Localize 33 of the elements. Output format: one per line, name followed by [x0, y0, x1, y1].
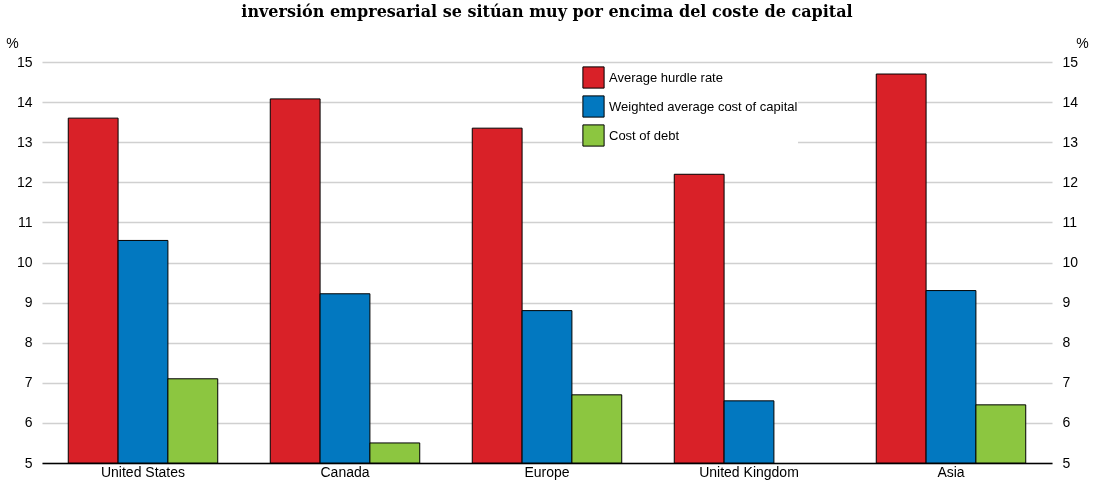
y-axis-title: % [6, 34, 19, 51]
x-tick-label: Canada [320, 463, 370, 480]
y-tick-label: 10 [16, 254, 33, 270]
y2-tick-label: 8 [1062, 334, 1071, 351]
x-tick-label: Asia [937, 463, 965, 480]
x-tick-label: Europe [524, 463, 570, 480]
legend-label: Weighted average cost of capital [609, 98, 798, 114]
y-tick-label: 14 [16, 93, 33, 110]
y2-tick-label: 5 [1062, 454, 1071, 471]
y2-tick-label: 11 [1062, 213, 1078, 230]
x-tick-label: United Kingdom [699, 463, 799, 480]
y-tick-label: 6 [24, 414, 33, 431]
y2-tick-label: 9 [1062, 294, 1071, 311]
y-tick-label: 7 [24, 374, 33, 391]
y2-tick-label: 6 [1062, 414, 1071, 431]
y-tick-label: 12 [16, 173, 33, 190]
y2-tick-label: 10 [1062, 254, 1079, 270]
y-tick-label: 13 [16, 133, 33, 150]
y2-tick-label: 13 [1062, 133, 1079, 150]
x-tick-label: United States [100, 463, 186, 480]
legend-label: Average hurdle rate [609, 69, 723, 85]
y-tick-label: 8 [24, 334, 33, 351]
y2-tick-label: 15 [1062, 53, 1079, 70]
chart-title: inversión empresarial se sitúan muy por encima del coste de capital [241, 2, 853, 21]
y-tick-label: 5 [24, 454, 33, 471]
y-tick-label: 9 [24, 294, 33, 311]
y2-tick-label: 14 [1062, 93, 1079, 110]
legend-label: Cost of debt [609, 127, 680, 143]
y2-tick-label: 7 [1062, 374, 1071, 391]
y-tick-label: 15 [16, 53, 33, 70]
y-tick-label: 11 [17, 213, 33, 230]
y2-axis-title: % [1076, 34, 1089, 51]
y2-tick-label: 12 [1062, 173, 1079, 190]
